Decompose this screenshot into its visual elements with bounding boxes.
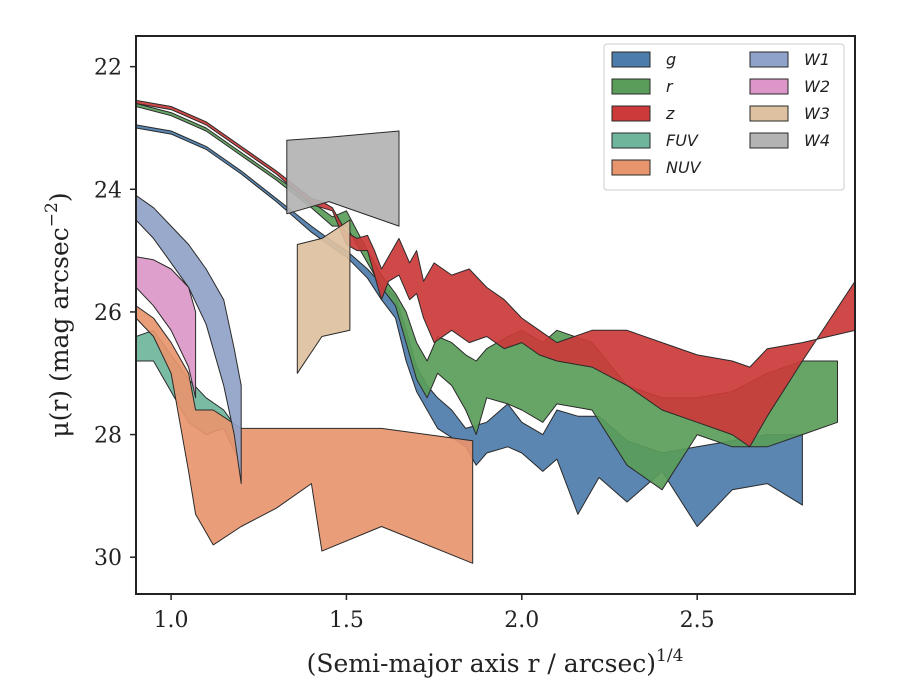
x-tick-label: 2.5 [680, 608, 715, 633]
band-w1 [136, 194, 242, 485]
band-nuv [136, 305, 474, 564]
legend-swatch-z [611, 105, 651, 122]
legend-swatch-r [611, 78, 651, 95]
x-axis-label: (Semi-major axis r / arcsec)1/4 [307, 646, 684, 678]
legend-label-g: g [666, 50, 676, 69]
legend-label-w2: W2 [804, 77, 830, 96]
legend-swatch-g [611, 51, 651, 68]
legend-label-w4: W4 [804, 131, 830, 150]
legend-label-z: z [665, 104, 675, 123]
y-tick-label: 22 [94, 56, 122, 81]
y-axis-label: μ(r) (mag arcsec−2) [42, 192, 74, 437]
legend-label-fuv: FUV [666, 131, 699, 150]
x-tick-label: 1.0 [154, 608, 189, 633]
y-tick-label: 30 [94, 546, 122, 571]
y-tick-label: 26 [94, 301, 122, 326]
x-tick-label: 1.5 [329, 608, 364, 633]
band-z [136, 99, 855, 448]
legend-swatch-fuv [611, 132, 651, 149]
legend-label-w3: W3 [804, 104, 830, 123]
band-w4 [286, 130, 400, 227]
legend-swatch-w1 [749, 51, 789, 68]
legend: grz FUV NUV W1 W2 W3 W4 [603, 43, 845, 191]
x-axis-ticks: 1.0 1.5 2.0 2.5 [154, 594, 715, 633]
legend-swatch-w3 [749, 105, 789, 122]
band-r [136, 103, 838, 491]
legend-label-nuv: NUV [666, 158, 702, 177]
band-w3 [296, 219, 351, 374]
legend-swatch-nuv [611, 159, 651, 176]
legend-swatch-w4 [749, 132, 789, 149]
legend-swatch-w2 [749, 78, 789, 95]
series-bands [136, 99, 855, 564]
plot-frame [135, 35, 856, 595]
y-tick-label: 28 [94, 424, 122, 449]
legend-label-w1: W1 [804, 50, 830, 69]
band-w2 [136, 256, 197, 399]
x-tick-label: 2.0 [504, 608, 539, 633]
legend-label-r: r [666, 77, 674, 96]
y-tick-label: 24 [94, 178, 122, 203]
y-axis-ticks: 22 24 26 28 30 [94, 56, 136, 571]
